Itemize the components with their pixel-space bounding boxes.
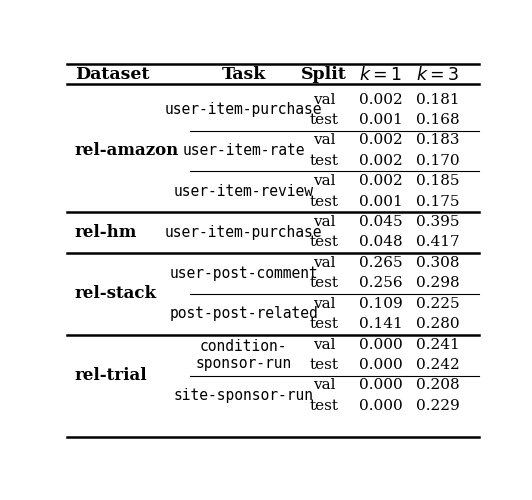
Text: test: test	[310, 398, 339, 412]
Text: 0.048: 0.048	[359, 236, 403, 250]
Text: val: val	[313, 296, 336, 310]
Text: 0.241: 0.241	[415, 338, 460, 351]
Text: 0.229: 0.229	[415, 398, 460, 412]
Text: $k=1$: $k=1$	[359, 66, 402, 84]
Text: 0.298: 0.298	[415, 276, 460, 290]
Text: 0.256: 0.256	[359, 276, 403, 290]
Text: rel-stack: rel-stack	[74, 285, 157, 302]
Text: 0.168: 0.168	[415, 113, 460, 127]
Text: val: val	[313, 378, 336, 392]
Text: 0.000: 0.000	[359, 398, 403, 412]
Text: 0.002: 0.002	[359, 154, 403, 168]
Text: condition-
sponsor-run: condition- sponsor-run	[196, 338, 292, 371]
Text: Split: Split	[301, 66, 347, 83]
Text: user-item-review: user-item-review	[174, 184, 314, 199]
Text: site-sponsor-run: site-sponsor-run	[174, 388, 314, 403]
Text: val: val	[313, 174, 336, 188]
Text: test: test	[310, 154, 339, 168]
Text: 0.001: 0.001	[359, 113, 403, 127]
Text: 0.002: 0.002	[359, 174, 403, 188]
Text: 0.225: 0.225	[415, 296, 460, 310]
Text: 0.109: 0.109	[359, 296, 403, 310]
Text: 0.141: 0.141	[359, 317, 403, 331]
Text: post-post-related: post-post-related	[169, 306, 318, 322]
Text: val: val	[313, 256, 336, 270]
Text: val: val	[313, 338, 336, 351]
Text: 0.002: 0.002	[359, 134, 403, 147]
Text: test: test	[310, 236, 339, 250]
Text: test: test	[310, 113, 339, 127]
Text: 0.002: 0.002	[359, 92, 403, 106]
Text: 0.183: 0.183	[416, 134, 459, 147]
Text: 0.001: 0.001	[359, 194, 403, 208]
Text: 0.000: 0.000	[359, 358, 403, 372]
Text: user-item-purchase: user-item-purchase	[165, 102, 322, 118]
Text: test: test	[310, 194, 339, 208]
Text: rel-hm: rel-hm	[74, 224, 137, 241]
Text: 0.417: 0.417	[415, 236, 460, 250]
Text: 0.208: 0.208	[415, 378, 460, 392]
Text: user-item-rate: user-item-rate	[182, 143, 305, 158]
Text: rel-amazon: rel-amazon	[74, 142, 179, 159]
Text: user-item-purchase: user-item-purchase	[165, 225, 322, 240]
Text: val: val	[313, 92, 336, 106]
Text: 0.395: 0.395	[416, 215, 459, 229]
Text: user-post-comment: user-post-comment	[169, 266, 318, 280]
Text: 0.185: 0.185	[416, 174, 459, 188]
Text: 0.175: 0.175	[416, 194, 459, 208]
Text: 0.280: 0.280	[415, 317, 460, 331]
Text: test: test	[310, 358, 339, 372]
Text: Dataset: Dataset	[74, 66, 149, 83]
Text: Task: Task	[222, 66, 266, 83]
Text: val: val	[313, 215, 336, 229]
Text: $k=3$: $k=3$	[416, 66, 459, 84]
Text: 0.000: 0.000	[359, 338, 403, 351]
Text: test: test	[310, 317, 339, 331]
Text: 0.000: 0.000	[359, 378, 403, 392]
Text: test: test	[310, 276, 339, 290]
Text: 0.308: 0.308	[416, 256, 459, 270]
Text: 0.181: 0.181	[415, 92, 460, 106]
Text: val: val	[313, 134, 336, 147]
Text: 0.045: 0.045	[359, 215, 403, 229]
Text: rel-trial: rel-trial	[74, 366, 147, 384]
Text: 0.265: 0.265	[359, 256, 403, 270]
Text: 0.170: 0.170	[415, 154, 460, 168]
Text: 0.242: 0.242	[415, 358, 460, 372]
